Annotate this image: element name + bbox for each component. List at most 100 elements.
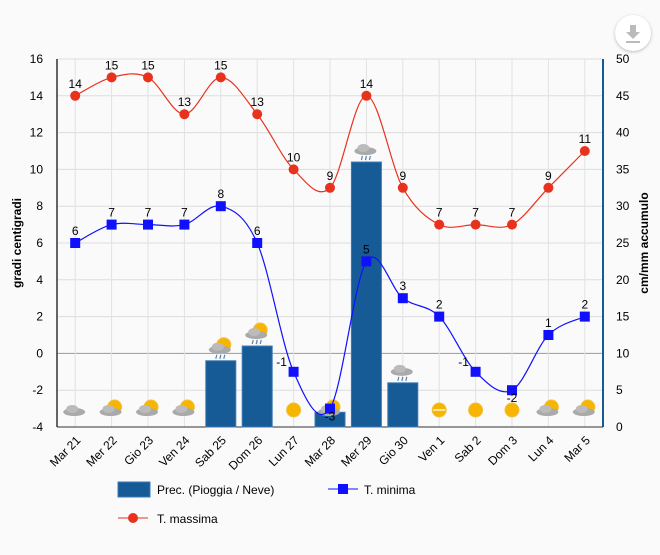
y-right-tick-label: 25 xyxy=(616,236,630,250)
sun-cloud-weather-icon xyxy=(536,399,559,416)
y-left-tick-label: 14 xyxy=(30,89,44,103)
legend-precip-swatch xyxy=(117,481,151,498)
data-label: 7 xyxy=(108,206,115,220)
sun-cloud-rain-weather-icon xyxy=(245,322,268,345)
t-minima-point xyxy=(288,366,299,377)
data-label: 14 xyxy=(360,77,374,91)
t-minima-point xyxy=(70,238,81,248)
cloud-shape xyxy=(139,405,151,413)
t-massima-point xyxy=(288,164,299,175)
y-right-tick-label: 40 xyxy=(616,126,630,140)
data-label: 15 xyxy=(105,58,119,72)
sun-weather-icon xyxy=(286,402,302,418)
cloud-rain-weather-icon xyxy=(390,364,413,381)
sun-cloud-weather-icon xyxy=(136,399,159,416)
cloud-shape xyxy=(175,405,188,413)
download-icon xyxy=(626,25,640,43)
x-tick-label: Ven 1 xyxy=(416,433,448,465)
sun-haze-weather-icon xyxy=(431,402,447,418)
data-label: 2 xyxy=(436,298,443,312)
x-tick-label: Mar 5 xyxy=(561,433,593,465)
data-label: 7 xyxy=(472,206,479,220)
x-tick-label: Mer 29 xyxy=(338,433,375,470)
cloud-rain-weather-icon xyxy=(354,144,377,161)
y-right-tick-label: 35 xyxy=(616,162,630,176)
t-minima-point xyxy=(361,256,372,267)
precip-bar xyxy=(241,345,273,428)
y-right-tick-label: 0 xyxy=(616,420,623,434)
data-label: -3 xyxy=(325,410,336,424)
sun-shape xyxy=(468,402,484,418)
legend-precip-label: Prec. (Pioggia / Neve) xyxy=(157,483,274,497)
t-minima-point xyxy=(215,201,226,212)
t-massima-point xyxy=(397,182,408,193)
data-label: -2 xyxy=(507,391,518,405)
legend-tmin-marker xyxy=(338,484,348,494)
cloud-sun-weather-icon xyxy=(172,399,195,416)
data-label: 6 xyxy=(254,224,261,238)
sun-weather-icon xyxy=(504,402,520,418)
x-tick-label: Ven 24 xyxy=(156,433,193,470)
data-label: 11 xyxy=(579,132,592,146)
x-tick-label: Dom 3 xyxy=(485,433,520,468)
data-label: -1 xyxy=(276,355,287,369)
y-left-tick-label: 16 xyxy=(30,52,44,66)
rain-shape xyxy=(364,155,367,161)
x-tick-label: Lun 27 xyxy=(266,433,302,469)
t-massima-point xyxy=(143,72,153,83)
data-label: 13 xyxy=(178,95,192,109)
rain-shape xyxy=(368,155,371,161)
data-label: -1 xyxy=(458,355,469,369)
t-massima-point xyxy=(106,72,117,83)
t-minima-point xyxy=(507,385,517,396)
y-left-tick-label: 8 xyxy=(36,199,43,213)
x-tick-label: Gio 23 xyxy=(121,433,156,468)
sun-shape xyxy=(286,402,302,418)
sun-shape xyxy=(504,402,520,418)
t-massima-line xyxy=(74,73,586,228)
rain-shape xyxy=(401,376,404,381)
legend-tmax-label: T. massima xyxy=(157,512,218,526)
t-minima-point xyxy=(106,219,117,230)
y-left-tick-label: -4 xyxy=(32,420,43,434)
data-label: 7 xyxy=(181,206,188,220)
data-label: 9 xyxy=(545,169,552,183)
rain-shape xyxy=(251,339,254,345)
data-label: 15 xyxy=(141,58,155,72)
sun-weather-icon xyxy=(468,402,484,418)
sun-cloud-rain-weather-icon xyxy=(208,337,232,359)
download-button[interactable] xyxy=(615,15,651,51)
cloud-shape xyxy=(393,364,406,373)
cloud-shape xyxy=(66,405,79,413)
t-minima-point xyxy=(470,366,481,377)
t-minima-point xyxy=(179,219,190,230)
data-label: 1 xyxy=(545,316,552,330)
data-label: 7 xyxy=(436,206,443,220)
y-left-tick-label: 10 xyxy=(30,162,44,176)
rain-shape xyxy=(405,376,408,381)
t-massima-point xyxy=(70,90,81,101)
data-label: 14 xyxy=(69,77,83,91)
x-tick-label: Gio 30 xyxy=(376,433,411,468)
t-minima-point xyxy=(543,330,554,340)
y-right-tick-label: 45 xyxy=(616,89,630,103)
t-minima-point xyxy=(252,238,263,248)
cloud-shape xyxy=(248,328,261,337)
haze-shape xyxy=(433,409,446,411)
data-label: 7 xyxy=(509,206,516,220)
t-massima-point xyxy=(434,219,445,230)
y-right-tick-label: 15 xyxy=(616,310,630,324)
rain-shape xyxy=(223,354,226,359)
data-label: 7 xyxy=(145,206,152,220)
data-label: 5 xyxy=(363,242,370,256)
precip-bar xyxy=(205,360,237,428)
cloudy-weather-icon xyxy=(63,405,86,416)
y-left-axis-title: gradi centigradi xyxy=(10,198,24,288)
rain-shape xyxy=(255,339,258,345)
data-label: 10 xyxy=(287,150,301,164)
rain-shape xyxy=(397,376,400,381)
data-label: 3 xyxy=(399,279,406,293)
x-tick-label: Lun 4 xyxy=(525,433,556,464)
y-left-tick-label: 4 xyxy=(36,273,43,287)
